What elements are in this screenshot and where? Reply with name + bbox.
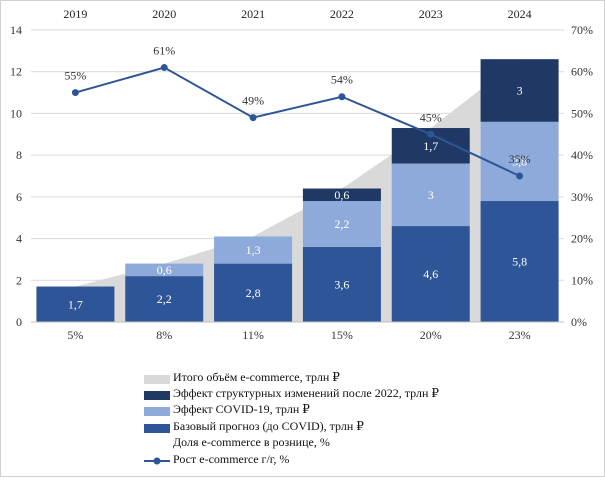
y-right-tick-label: 10%: [571, 273, 593, 287]
bar-base-label: 2,2: [157, 292, 172, 306]
stacked-bars: 1,7 2,2 0,6 2,8 1,3 3,6 2,2 0,6 4,6 3 1,7 5,8 3,8 3: [36, 59, 559, 322]
y-right-tick-label: 20%: [571, 232, 593, 246]
y-right-tick-label: 50%: [571, 106, 593, 120]
axes: 0 2 4 6 8 10 12 14 0% 10% 20% 30% 40% 50% 60% 70% 2019 20…: [10, 7, 593, 342]
bar-covid: [391, 163, 470, 227]
growth-line-layer: 55% 61% 49% 54% 45% 35%: [64, 44, 531, 180]
bar-struct: [480, 59, 559, 122]
bar-struct: [302, 188, 381, 202]
legend-label-total: Итого объём e-commerce, трлн ₽: [173, 370, 340, 384]
retail-share-label: 15%: [331, 328, 353, 342]
growth-label: 55%: [64, 69, 86, 83]
bar-base-label: 3,6: [334, 277, 349, 291]
growth-label: 54%: [331, 73, 353, 87]
x-category-label: 2024: [508, 7, 532, 21]
bar-struct-label: 3: [517, 83, 523, 97]
growth-label: 35%: [509, 152, 531, 166]
bar-covid: [302, 201, 381, 247]
legend-swatch-base: [144, 424, 170, 433]
y-right-tick-label: 60%: [571, 65, 593, 79]
retail-share-label: 11%: [242, 328, 264, 342]
y-left-tick-label: 14: [10, 23, 22, 37]
x-category-label: 2023: [419, 7, 443, 21]
bar-covid-label: 0,6: [157, 263, 172, 277]
y-left-tick-label: 6: [16, 190, 22, 204]
growth-point: [160, 64, 168, 72]
bar-base-label: 4,6: [423, 267, 438, 281]
bar-covid-label: 1,3: [246, 243, 261, 257]
legend-swatch-covid: [144, 407, 170, 416]
bar-base-label: 2,8: [246, 286, 261, 300]
y-left-tick-label: 10: [10, 106, 22, 120]
total-ecommerce-area: [36, 59, 559, 322]
bar-covid: [125, 263, 204, 277]
legend-swatch-struct: [144, 391, 170, 400]
bar-base-label: 5,8: [512, 255, 527, 269]
legend-label-base: Базовый прогноз (до COVID), трлн ₽: [173, 419, 364, 433]
y-right-tick-label: 30%: [571, 190, 593, 204]
bar-base: [480, 201, 559, 322]
y-right-tick-label: 70%: [571, 23, 593, 37]
retail-share-label: 23%: [509, 328, 531, 342]
retail-share-label: 8%: [156, 328, 172, 342]
y-right-tick-label: 0%: [571, 315, 587, 329]
y-right-tick-label: 40%: [571, 148, 593, 162]
x-category-label: 2019: [63, 7, 87, 21]
legend-swatch-total: [144, 375, 170, 384]
growth-point: [516, 172, 524, 180]
bar-base-label: 1,7: [68, 297, 83, 311]
growth-label: 45%: [420, 110, 442, 124]
legend: Итого объём e-commerce, трлн ₽ Эффект стр…: [144, 370, 439, 466]
legend-swatch-growth-marker: [153, 457, 161, 465]
retail-share-label: 20%: [420, 328, 442, 342]
total-area-layer: [36, 59, 559, 322]
legend-label-covid: Эффект COVID-19, трлн ₽: [173, 402, 310, 416]
growth-point: [71, 89, 79, 97]
x-category-label: 2021: [241, 7, 265, 21]
growth-label: 49%: [242, 94, 264, 108]
bar-base: [36, 286, 115, 322]
x-category-label: 2020: [152, 7, 176, 21]
legend-label-growth: Рост e-commerce г/г, %: [173, 452, 289, 466]
legend-label-struct: Эффект структурных изменений после 2022,…: [173, 386, 439, 400]
bar-base: [302, 246, 381, 322]
legend-label-share: Доля e-commerce в рознице, %: [173, 435, 330, 449]
y-left-tick-label: 12: [10, 65, 22, 79]
bar-covid: [214, 236, 293, 264]
y-left-tick-label: 0: [16, 315, 22, 329]
bar-base: [125, 276, 204, 322]
growth-point: [249, 114, 257, 122]
y-left-tick-label: 8: [16, 148, 22, 162]
bar-base: [214, 263, 293, 322]
bar-covid-label: 3: [428, 188, 434, 202]
growth-point: [427, 130, 435, 138]
x-category-label: 2022: [330, 7, 354, 21]
y-left-tick-label: 4: [16, 232, 22, 246]
growth-label: 61%: [153, 44, 175, 58]
growth-point: [338, 93, 346, 101]
y-left-tick-label: 2: [16, 273, 22, 287]
bar-struct-label: 1,7: [423, 139, 438, 153]
bar-covid-label: 2,2: [334, 217, 349, 231]
growth-line: [75, 66, 521, 177]
retail-share-label: 5%: [67, 328, 83, 342]
bar-covid: [480, 121, 559, 202]
bar-covid-label: 3,8: [512, 154, 527, 168]
bar-struct-label: 0,6: [334, 188, 349, 202]
bar-base: [391, 226, 470, 322]
